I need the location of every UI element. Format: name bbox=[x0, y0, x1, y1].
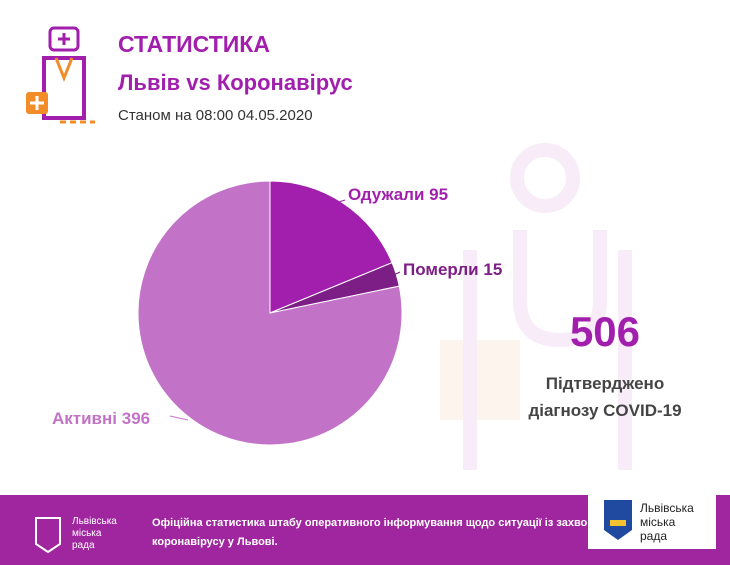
slice-label: Померли 15 bbox=[403, 260, 502, 279]
pie-slice bbox=[269, 180, 393, 314]
slice-label-value: 95 bbox=[429, 185, 448, 204]
left-logo: Львівська міська рада bbox=[35, 516, 117, 554]
total-label: діагнозу COVID-19 bbox=[528, 401, 681, 420]
total-label: Підтверджено bbox=[546, 374, 664, 393]
total-value: 506 bbox=[570, 308, 640, 355]
leader-line bbox=[329, 199, 346, 206]
pie-chart: Одужали 95 Померли 15 Активні 396 bbox=[52, 180, 502, 446]
logo-text: рада bbox=[640, 529, 667, 543]
slice-label-name: Активні bbox=[52, 409, 117, 428]
watermark-icon bbox=[440, 143, 632, 470]
pie-slice bbox=[137, 180, 403, 446]
slice-label-name: Померли bbox=[403, 260, 479, 279]
subtitle: Львів vs Коронавірус bbox=[118, 70, 353, 95]
right-logo: Львівська міська рада bbox=[604, 500, 694, 543]
title: СТАТИСТИКА bbox=[118, 31, 270, 57]
leader-line bbox=[169, 415, 189, 421]
date: Станом на 08:00 04.05.2020 bbox=[118, 107, 313, 124]
logo-text: рада bbox=[72, 540, 95, 551]
doctor-icon bbox=[26, 26, 95, 124]
logo-text: Львівська bbox=[640, 501, 694, 515]
leader-line bbox=[391, 271, 401, 277]
logo-text: міська bbox=[72, 528, 102, 539]
slice-label-value: 396 bbox=[122, 409, 150, 428]
slice-label: Активні 396 bbox=[52, 409, 150, 428]
footer-text: коронавірусу у Львові. bbox=[152, 536, 278, 548]
slice-label-value: 15 bbox=[483, 260, 502, 279]
slice-label-name: Одужали bbox=[348, 185, 424, 204]
logo-text: Львівська bbox=[72, 516, 117, 527]
footer-text: Офіційна статистика штабу оперативного і… bbox=[152, 517, 661, 529]
logo-text: міська bbox=[640, 515, 676, 529]
slice-label: Одужали 95 bbox=[348, 185, 448, 204]
